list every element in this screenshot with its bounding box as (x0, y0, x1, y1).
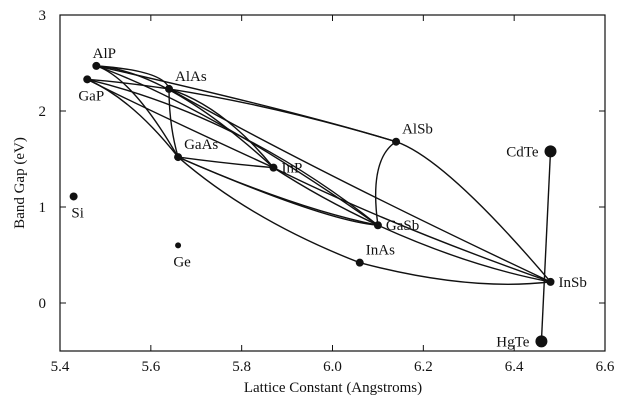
y-axis-label: Band Gap (eV) (12, 137, 28, 229)
point-alp (92, 61, 101, 70)
point-inas (355, 258, 364, 267)
point-label-alsb: AlSb (402, 122, 433, 138)
y-tick-label-3: 3 (39, 8, 47, 24)
alloy-curve-19 (96, 65, 397, 143)
x-tick-label-1: 5.6 (141, 359, 160, 375)
alloy-curve-18 (395, 141, 552, 283)
alloy-curve-3 (96, 65, 379, 226)
x-tick-label-0: 5.4 (51, 359, 70, 375)
alloy-curve-6 (86, 78, 274, 169)
alloy-curve-15 (273, 167, 379, 226)
point-gasb (373, 221, 382, 230)
point-label-gasb: GaSb (386, 218, 419, 234)
point-ge (175, 242, 182, 249)
alloy-curve-8 (168, 88, 179, 158)
point-gaas (174, 153, 183, 162)
x-tick-label-6: 6.6 (596, 359, 615, 375)
y-tick-label-2: 2 (39, 104, 47, 120)
point-labels: AlP GaP AlAs GaAs InP AlSb GaSb InAs InSb CdTe HgT… (71, 46, 586, 351)
data-points (69, 61, 557, 348)
x-tick-label-4: 6.2 (414, 359, 433, 375)
x-axis-label: Lattice Constant (Angstroms) (244, 380, 422, 396)
point-insb (546, 277, 555, 286)
point-label-alp: AlP (93, 46, 116, 62)
point-si (69, 192, 78, 201)
alloy-curve-20 (377, 224, 551, 283)
point-alas (165, 84, 173, 93)
axis-ticks: 5.4 5.6 5.8 6.0 6.2 6.4 6.6 0 1 2 3 (39, 8, 615, 375)
alloy-curve-17 (375, 141, 397, 226)
x-tick-label-2: 5.8 (232, 359, 251, 375)
point-label-ge: Ge (173, 254, 191, 270)
alloy-curve-16 (273, 167, 551, 283)
alloy-curve-9 (168, 88, 275, 169)
point-inp (269, 163, 278, 172)
alloy-curve-14 (177, 156, 361, 264)
point-label-gap: GaP (78, 88, 104, 104)
alloy-curve-21 (359, 262, 551, 285)
y-tick-label-1: 1 (39, 200, 47, 216)
point-label-hgte: HgTe (496, 334, 529, 350)
y-tick-label-0: 0 (39, 296, 47, 312)
alloy-curve-23 (540, 151, 552, 342)
point-hgte (535, 335, 548, 348)
alloy-curve-12 (177, 156, 274, 169)
x-tick-label-5: 6.4 (505, 359, 524, 375)
point-label-inas: InAs (366, 243, 395, 259)
point-label-inp: InP (281, 161, 302, 177)
alloy-curve-2 (96, 65, 274, 169)
alloy-curve-22 (177, 156, 378, 226)
alloy-curve-11 (168, 88, 551, 283)
point-label-si: Si (71, 205, 84, 221)
point-gap (83, 75, 92, 84)
point-label-insb: InSb (559, 275, 587, 291)
point-label-gaas: GaAs (184, 137, 218, 153)
point-label-cdte: CdTe (506, 144, 539, 160)
alloy-curve-4 (87, 78, 170, 90)
point-label-alas: AlAs (175, 69, 207, 85)
x-tick-label-3: 6.0 (323, 359, 342, 375)
point-cdte (544, 145, 557, 158)
alloy-curve-7 (87, 78, 379, 226)
point-alsb (392, 137, 401, 146)
